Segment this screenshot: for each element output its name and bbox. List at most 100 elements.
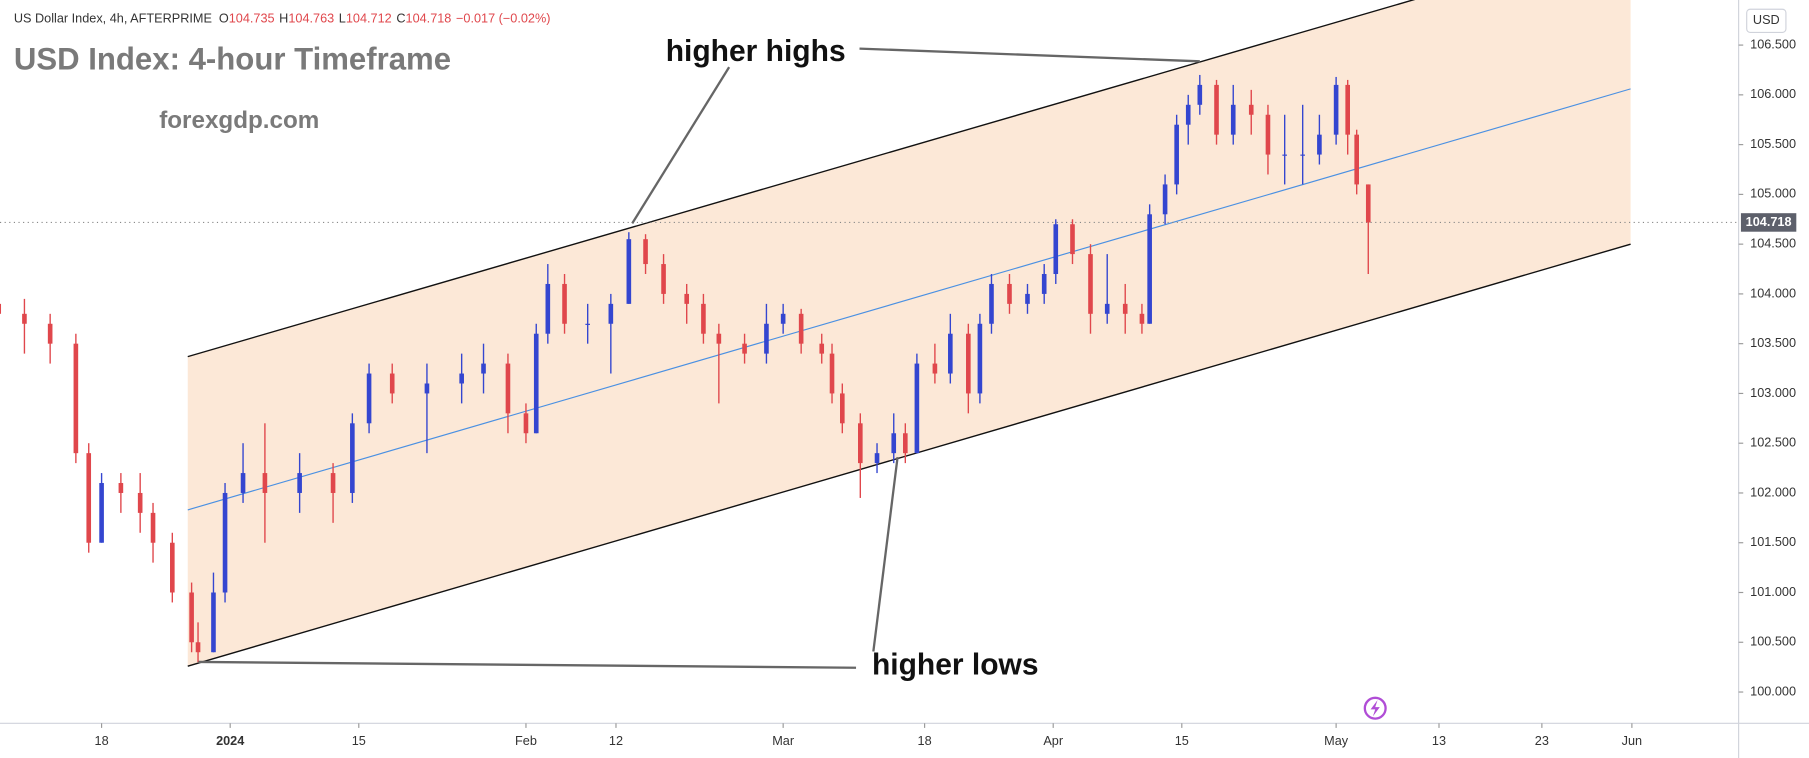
candle-body [1007,283,1012,304]
x-tick-label: 13 [1432,733,1446,748]
candle-body [977,323,983,394]
channel-middle [187,88,1631,511]
annotation: higher lows [872,648,1039,681]
candle-body [1333,84,1339,135]
x-tick-label: 23 [1535,733,1549,748]
last-price-label: 104.718 [1746,214,1792,229]
candle-body [661,264,666,294]
candle-body [297,473,302,493]
candle-body [350,423,355,493]
candle-body [523,413,529,434]
candle-body [764,323,769,354]
candle-body [22,313,27,324]
candle-body [533,333,539,434]
watermark: forexgdp.com [159,107,319,134]
candle-body [99,483,104,543]
x-tick-label: 2024 [216,733,244,748]
ohlc-letter: L [339,11,346,26]
candle-body [1300,154,1305,156]
candle-body [903,433,908,454]
candle-body [545,283,551,334]
alert-icon[interactable] [1363,696,1387,720]
candle-body [389,373,395,394]
y-tick-label: 101.500 [1750,534,1796,549]
ohlc-letter: H [279,11,288,26]
candle-body [1345,84,1350,135]
candle-body [47,323,53,344]
currency[interactable]: USD [1753,12,1780,27]
candle-body [424,383,430,394]
candle-body [1317,134,1322,155]
candle-body [222,492,228,593]
candle-body [798,313,804,344]
y-tick-label: 104.000 [1750,285,1796,300]
ohlc-value: 104.712 [346,11,392,26]
candle-body [874,453,880,464]
candle-body [1265,114,1271,155]
annotation-pointers [198,47,1200,669]
candle-body [1174,124,1179,185]
candle-body [137,492,143,513]
candle-body [780,313,786,324]
y-tick-label: 106.500 [1750,36,1796,51]
candle-body [1214,84,1219,135]
candle-body [819,343,825,354]
candle-body [932,363,938,374]
candle-body [858,423,863,464]
x-tick-label: May [1324,733,1349,748]
candle-body [948,333,953,374]
candle-body [481,363,486,374]
y-tick-label: 105.000 [1750,186,1796,201]
header: US Dollar Index, 4h, AFTERPRIME O104.735 H… [14,11,551,26]
x-tick-label: Jun [1622,733,1642,748]
ohlc-letter: C [396,11,405,26]
candle-body [170,542,175,593]
candle-body [1025,293,1030,304]
candle-body [684,293,690,304]
currency-box[interactable] [1746,8,1787,33]
candle-body [1185,104,1191,125]
chart-title: USD Index: 4-hour Timeframe [14,42,451,77]
candle-body [989,283,994,324]
ohlc-value: 104.718 [406,11,452,26]
y-tick-label: 102.000 [1750,484,1796,499]
x-tick-label: Apr [1043,733,1064,748]
symbol: US Dollar Index, 4h, AFTERPRIME [14,11,212,26]
candle-body [118,483,124,493]
y-tick-label: 100.500 [1750,634,1796,649]
y-tick-label: 105.500 [1750,136,1796,151]
x-tick-label: 15 [1175,733,1189,748]
candle-body [1248,104,1254,115]
candle-body [189,592,194,643]
candle-body [1122,303,1128,314]
candle-body [1041,274,1047,294]
candle-body [1147,214,1152,324]
candle-body [1354,134,1360,185]
candle-body [150,512,156,543]
candle-body [1162,184,1168,215]
channel-upper [187,0,1416,358]
candle-body [505,363,511,414]
x-tick-label: 18 [95,733,109,748]
x-tick-label: 15 [352,733,366,748]
change: −0.017 (−0.02%) [456,11,550,26]
candle-body [195,642,201,653]
candle-body [1070,224,1075,255]
candle-body [1088,254,1093,314]
candle-body [459,373,464,384]
candle-body [73,343,79,454]
candle-body [0,303,2,314]
candle-body [891,433,897,454]
x-tick-label: Feb [515,733,537,748]
annotation: higher highs [666,35,846,68]
x-tick-label: 12 [609,733,623,748]
x-tick-label: Mar [772,733,795,748]
candle-body [643,239,648,265]
candle-body [829,353,835,394]
ohlc-letter: O [219,11,229,26]
candle-body [86,453,92,543]
candle-body [585,323,590,325]
candle-body [366,373,372,424]
